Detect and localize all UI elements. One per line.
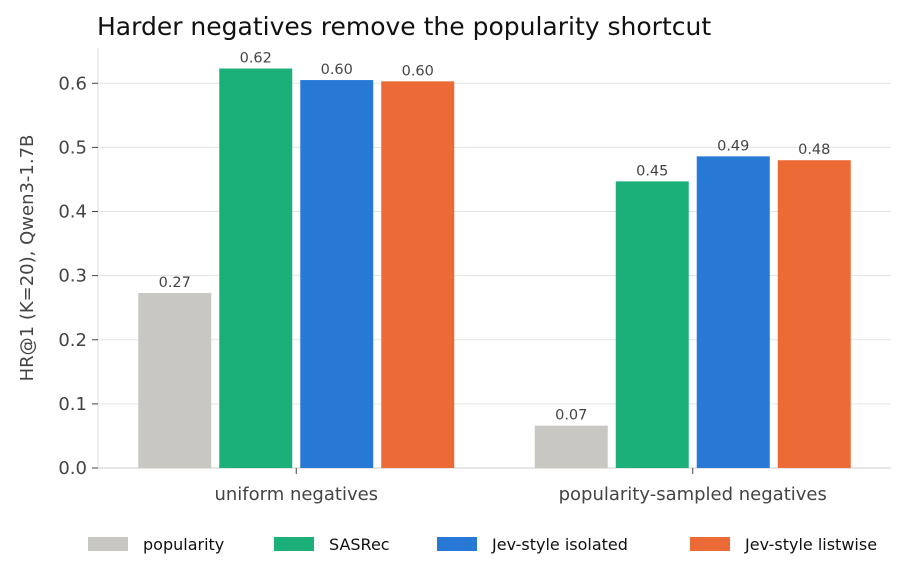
legend: popularity SASRec Jev-style isolated Jev-st… [88, 535, 877, 554]
y-tick-label: 0.6 [58, 73, 87, 94]
y-tick-label: 0.5 [58, 137, 87, 158]
data-label: 0.27 [159, 275, 191, 291]
x-tick-label: popularity-sampled negatives [559, 484, 827, 505]
y-tick-label: 0.4 [58, 202, 87, 223]
bar [615, 181, 689, 469]
legend-swatch [88, 537, 128, 551]
legend-swatch [690, 537, 730, 551]
legend-label: popularity [143, 535, 224, 554]
bars: 0.27 0.62 0.60 0.60 0.07 0.45 0.49 0.48 [138, 51, 851, 469]
bar [300, 80, 374, 468]
data-label: 0.60 [402, 63, 434, 79]
legend-label: Jev-style isolated [491, 535, 628, 554]
bar [777, 160, 851, 468]
legend-label: SASRec [329, 535, 390, 554]
x-axis-ticks: uniform negatives popularity-sampled nega… [214, 468, 827, 505]
y-tick-label: 0.3 [58, 266, 87, 287]
legend-swatch [274, 537, 314, 551]
data-label: 0.48 [798, 142, 830, 158]
gridlines [98, 82, 891, 405]
bar [138, 292, 212, 468]
y-axis-ticks: 0.0 0.1 0.2 0.3 0.4 0.5 0.6 [58, 73, 98, 479]
bar [534, 425, 608, 468]
bar [696, 156, 770, 469]
bar [219, 68, 293, 469]
data-label: 0.45 [636, 163, 668, 179]
y-tick-label: 0.1 [58, 394, 87, 415]
y-axis-title: HR@1 (K=20), Qwen3-1.7B [17, 135, 38, 382]
bar [381, 81, 455, 469]
x-tick-label: uniform negatives [214, 484, 378, 505]
data-label: 0.62 [240, 51, 272, 67]
y-tick-label: 0.0 [58, 458, 87, 479]
chart-title: Harder negatives remove the popularity s… [97, 12, 711, 41]
legend-label: Jev-style listwise [744, 535, 877, 554]
y-tick-label: 0.2 [58, 330, 87, 351]
data-label: 0.60 [321, 62, 353, 78]
data-label: 0.49 [717, 138, 749, 154]
data-label: 0.07 [555, 408, 587, 424]
legend-swatch [437, 537, 477, 551]
